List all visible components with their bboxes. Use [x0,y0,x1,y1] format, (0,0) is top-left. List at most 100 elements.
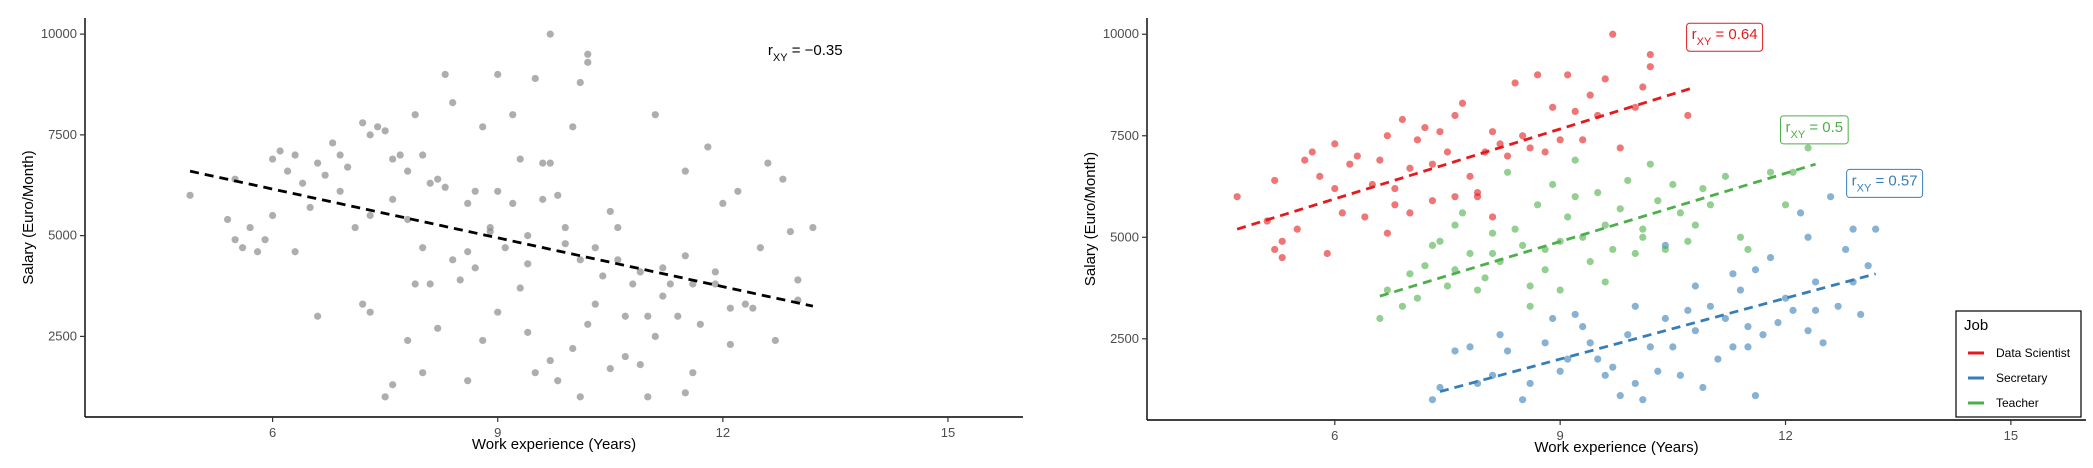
data-point [449,256,457,264]
data-point-secretary [1639,396,1647,404]
legend-label: Data Scientist [1996,346,2071,360]
annotation-value: = −0.35 [788,42,843,59]
data-point [441,70,449,79]
data-point [726,340,734,349]
data-point-teacher [1571,156,1579,164]
data-point [696,320,704,328]
data-point-teacher [1661,245,1669,254]
data-point [336,151,344,159]
data-point-teacher [1481,274,1489,282]
data-point-secretary [1721,314,1730,323]
data-point-secretary [1691,327,1699,335]
data-point-secretary [1549,314,1557,323]
data-point-secretary [1631,379,1639,388]
data-point-teacher [1721,172,1730,180]
legend-label: Teacher [1996,396,2039,410]
data-point [389,195,397,203]
data-point-data-scientist [1564,71,1572,79]
data-point-data-scientist [1278,237,1286,245]
data-point [764,159,772,167]
data-point-data-scientist [1473,193,1482,201]
annotation-box [1780,115,1849,145]
data-point-secretary [1601,371,1609,379]
data-point [734,187,742,195]
data-point [366,211,374,220]
data-point-data-scientist [1293,225,1301,233]
data-point-data-scientist [1519,132,1527,140]
data-point [554,377,562,385]
data-point [464,377,472,385]
data-point-secretary [1526,379,1534,388]
data-point [636,361,644,369]
data-point [434,324,442,332]
y-tick-label: 2500 [48,328,77,343]
y-tick-label: 10000 [1103,26,1139,41]
data-point [644,393,652,401]
data-point-teacher [1376,314,1384,323]
data-point-secretary [1594,355,1602,363]
data-point-secretary [1849,225,1857,233]
data-point [396,151,404,159]
data-point [509,111,517,119]
data-point-secretary [1684,306,1692,314]
data-point-secretary [1811,278,1820,286]
data-point-secretary [1631,302,1639,310]
data-point [516,155,524,163]
data-point-teacher [1443,282,1452,290]
data-point [614,256,622,264]
x-tick-label: 9 [1557,428,1564,443]
data-point-teacher [1436,237,1444,245]
trend-line-data-scientist [1236,85,1696,231]
data-point [284,167,292,175]
data-point [561,240,569,248]
data-point-data-scientist [1579,136,1587,144]
data-point [359,119,367,127]
data-point-data-scientist [1353,152,1361,160]
data-point-secretary [1669,343,1677,351]
x-tick-label: 15 [2004,428,2018,443]
annotation-r: r [1786,119,1791,136]
x-tick-label: 12 [716,425,730,440]
data-point-secretary [1857,310,1865,319]
y-tick-label: 7500 [48,127,77,142]
data-point [381,393,389,401]
data-point-secretary [1699,383,1707,392]
data-point-teacher [1789,168,1797,176]
data-point-teacher [1744,245,1752,254]
data-point-teacher [1571,193,1579,201]
data-point-data-scientist [1466,172,1474,180]
data-point [269,211,277,220]
data-point-data-scientist [1308,148,1316,156]
data-point [186,191,194,199]
data-point-data-scientist [1458,99,1467,107]
data-point-secretary [1842,245,1850,254]
data-point-data-scientist [1338,209,1346,217]
annotation-value: = 0.57 [1871,172,1917,189]
correlation-annotation: rXY = −0.35 [768,42,843,64]
data-point-secretary [1714,355,1722,363]
data-point-teacher [1639,225,1647,233]
data-point [306,203,314,212]
data-point [479,123,487,131]
data-point-teacher [1691,221,1699,229]
data-point [524,260,532,268]
data-point-secretary [1729,270,1737,278]
data-point-data-scientist [1398,115,1407,124]
data-point [253,248,262,256]
data-point-teacher [1511,225,1519,233]
data-point [576,256,584,264]
data-point-data-scientist [1391,184,1399,193]
data-point [546,159,554,167]
data-point-data-scientist [1413,136,1422,144]
data-point-data-scientist [1428,197,1437,205]
data-point [651,111,659,119]
data-point-teacher [1428,241,1437,249]
data-point-secretary [1759,331,1767,339]
data-point [231,236,239,244]
data-point-teacher [1736,233,1745,241]
data-point [741,300,749,308]
data-point-data-scientist [1511,79,1519,87]
data-point-secretary [1751,392,1760,400]
data-point-data-scientist [1383,132,1391,140]
annotation-value: = 0.5 [1805,119,1843,136]
